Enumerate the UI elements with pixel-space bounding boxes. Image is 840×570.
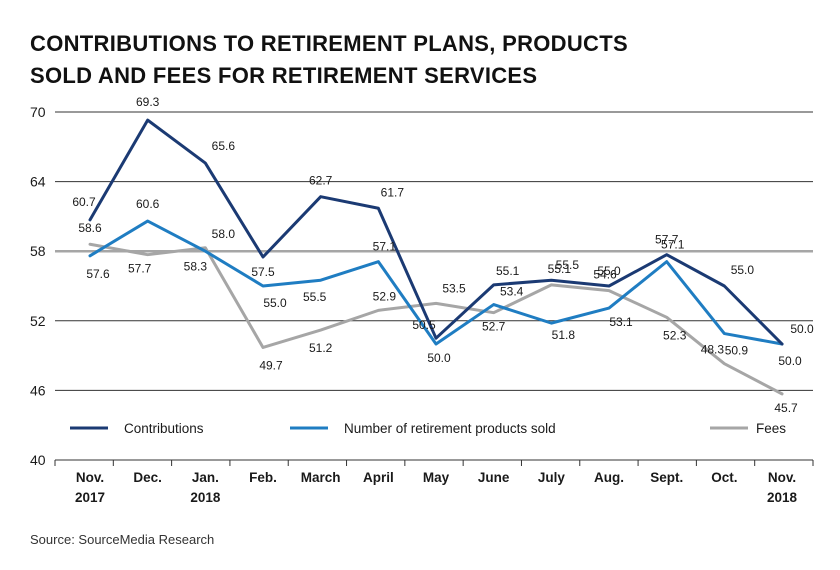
- y-axis-grid: 40 46 52 58 64 70: [30, 104, 813, 468]
- data-label: 51.8: [552, 328, 576, 342]
- x-tick-label: July: [538, 470, 566, 485]
- y-tick-label: 52: [30, 313, 46, 329]
- x-tick-label: Oct.: [711, 470, 737, 485]
- data-label: 54.6: [593, 268, 617, 282]
- data-label: 50.0: [778, 354, 802, 368]
- x-tick-label: April: [363, 470, 394, 485]
- data-label: 57.6: [86, 267, 110, 281]
- data-label: 50.5: [412, 318, 436, 332]
- x-tick-label: Nov.: [768, 470, 796, 485]
- x-tick-label: May: [423, 470, 450, 485]
- data-label: 60.6: [136, 197, 160, 211]
- data-label: 55.0: [263, 296, 287, 310]
- data-labels-products: 57.6 60.6 58.0 55.0 55.5 57.1 50.0 53.4 51.8 53.1…: [86, 197, 802, 368]
- data-label: 57.7: [128, 262, 152, 276]
- data-label: 53.5: [442, 281, 466, 295]
- x-tick-label: 2018: [767, 490, 798, 505]
- data-label: 58.3: [184, 260, 208, 274]
- chart-title: CONTRIBUTIONS TO RETIREMENT PLANS, PRODU…: [30, 28, 810, 92]
- y-tick-label: 64: [30, 174, 46, 190]
- series-line-products: [88, 219, 784, 346]
- data-label: 57.7: [655, 233, 679, 247]
- data-label: 55.5: [303, 290, 327, 304]
- x-axis: Nov. 2017 Dec. Jan. 2018 Feb. March April May Jun…: [54, 460, 814, 505]
- data-label: 65.6: [212, 139, 236, 153]
- data-label: 53.4: [500, 285, 524, 299]
- data-label: 58.0: [212, 227, 236, 241]
- data-label: 55.5: [556, 258, 580, 272]
- data-label: 51.2: [309, 341, 333, 355]
- data-label: 55.1: [548, 262, 572, 276]
- data-label: 48.3: [701, 343, 725, 357]
- data-label: 61.7: [381, 185, 405, 199]
- x-tick-label: Aug.: [594, 470, 624, 485]
- data-label: 45.7: [774, 401, 798, 415]
- legend-label-products: Number of retirement products sold: [344, 421, 556, 436]
- legend: Contributions Number of retirement produc…: [70, 421, 786, 436]
- data-label: 52.7: [482, 320, 506, 334]
- data-label: 69.3: [136, 95, 160, 109]
- x-tick-label: Nov.: [76, 470, 104, 485]
- x-tick-label: Dec.: [133, 470, 162, 485]
- series-line-fees: [88, 242, 784, 396]
- data-label: 58.6: [78, 221, 102, 235]
- legend-label-fees: Fees: [756, 421, 786, 436]
- legend-label-contributions: Contributions: [124, 421, 204, 436]
- data-label: 50.0: [790, 322, 814, 336]
- line-chart: 40 46 52 58 64 70 Nov. 2017 Dec. Jan. 2018 Feb. Marc…: [30, 95, 814, 505]
- x-tick-label: Sept.: [650, 470, 683, 485]
- series-line-contributions: [88, 118, 784, 346]
- data-label: 55.0: [731, 263, 755, 277]
- data-label: 49.7: [259, 358, 283, 372]
- data-label: 57.1: [373, 240, 397, 254]
- data-label: 60.7: [72, 195, 96, 209]
- data-label: 55.1: [496, 264, 520, 278]
- x-tick-label: 2018: [190, 490, 221, 505]
- y-tick-label: 58: [30, 243, 46, 259]
- x-tick-label: March: [301, 470, 341, 485]
- x-tick-label: Jan.: [192, 470, 219, 485]
- y-tick-label: 46: [30, 382, 46, 398]
- x-tick-label: Feb.: [249, 470, 277, 485]
- data-label: 50.9: [725, 344, 749, 358]
- data-labels-contributions: 60.769.365.657.562.761.750.555.1 55.5 55.0…: [72, 95, 814, 336]
- y-tick-label: 70: [30, 104, 46, 120]
- data-label: 55.0: [597, 264, 621, 278]
- data-label: 57.5: [251, 265, 275, 279]
- chart-title-line-1: CONTRIBUTIONS TO RETIREMENT PLANS, PRODU…: [30, 31, 628, 56]
- data-label: 50.0: [427, 351, 451, 365]
- data-label: 62.7: [309, 174, 333, 188]
- data-label: 52.9: [373, 289, 397, 303]
- series-fees: [88, 242, 784, 396]
- y-tick-label: 40: [30, 452, 46, 468]
- data-label: 57.1: [661, 238, 685, 252]
- source-note: Source: SourceMedia Research: [30, 532, 215, 547]
- series-products: [88, 219, 784, 346]
- data-label: 52.3: [663, 328, 687, 342]
- x-tick-label: June: [478, 470, 510, 485]
- data-labels-fees: 58.6 57.7 58.3 49.7 51.2 52.9 53.5 52.7 55.1 54.6…: [78, 221, 798, 415]
- data-label: 53.1: [609, 315, 633, 329]
- chart-title-line-2: SOLD AND FEES FOR RETIREMENT SERVICES: [30, 63, 538, 88]
- x-tick-label: 2017: [75, 490, 105, 505]
- series-contributions: [88, 118, 784, 346]
